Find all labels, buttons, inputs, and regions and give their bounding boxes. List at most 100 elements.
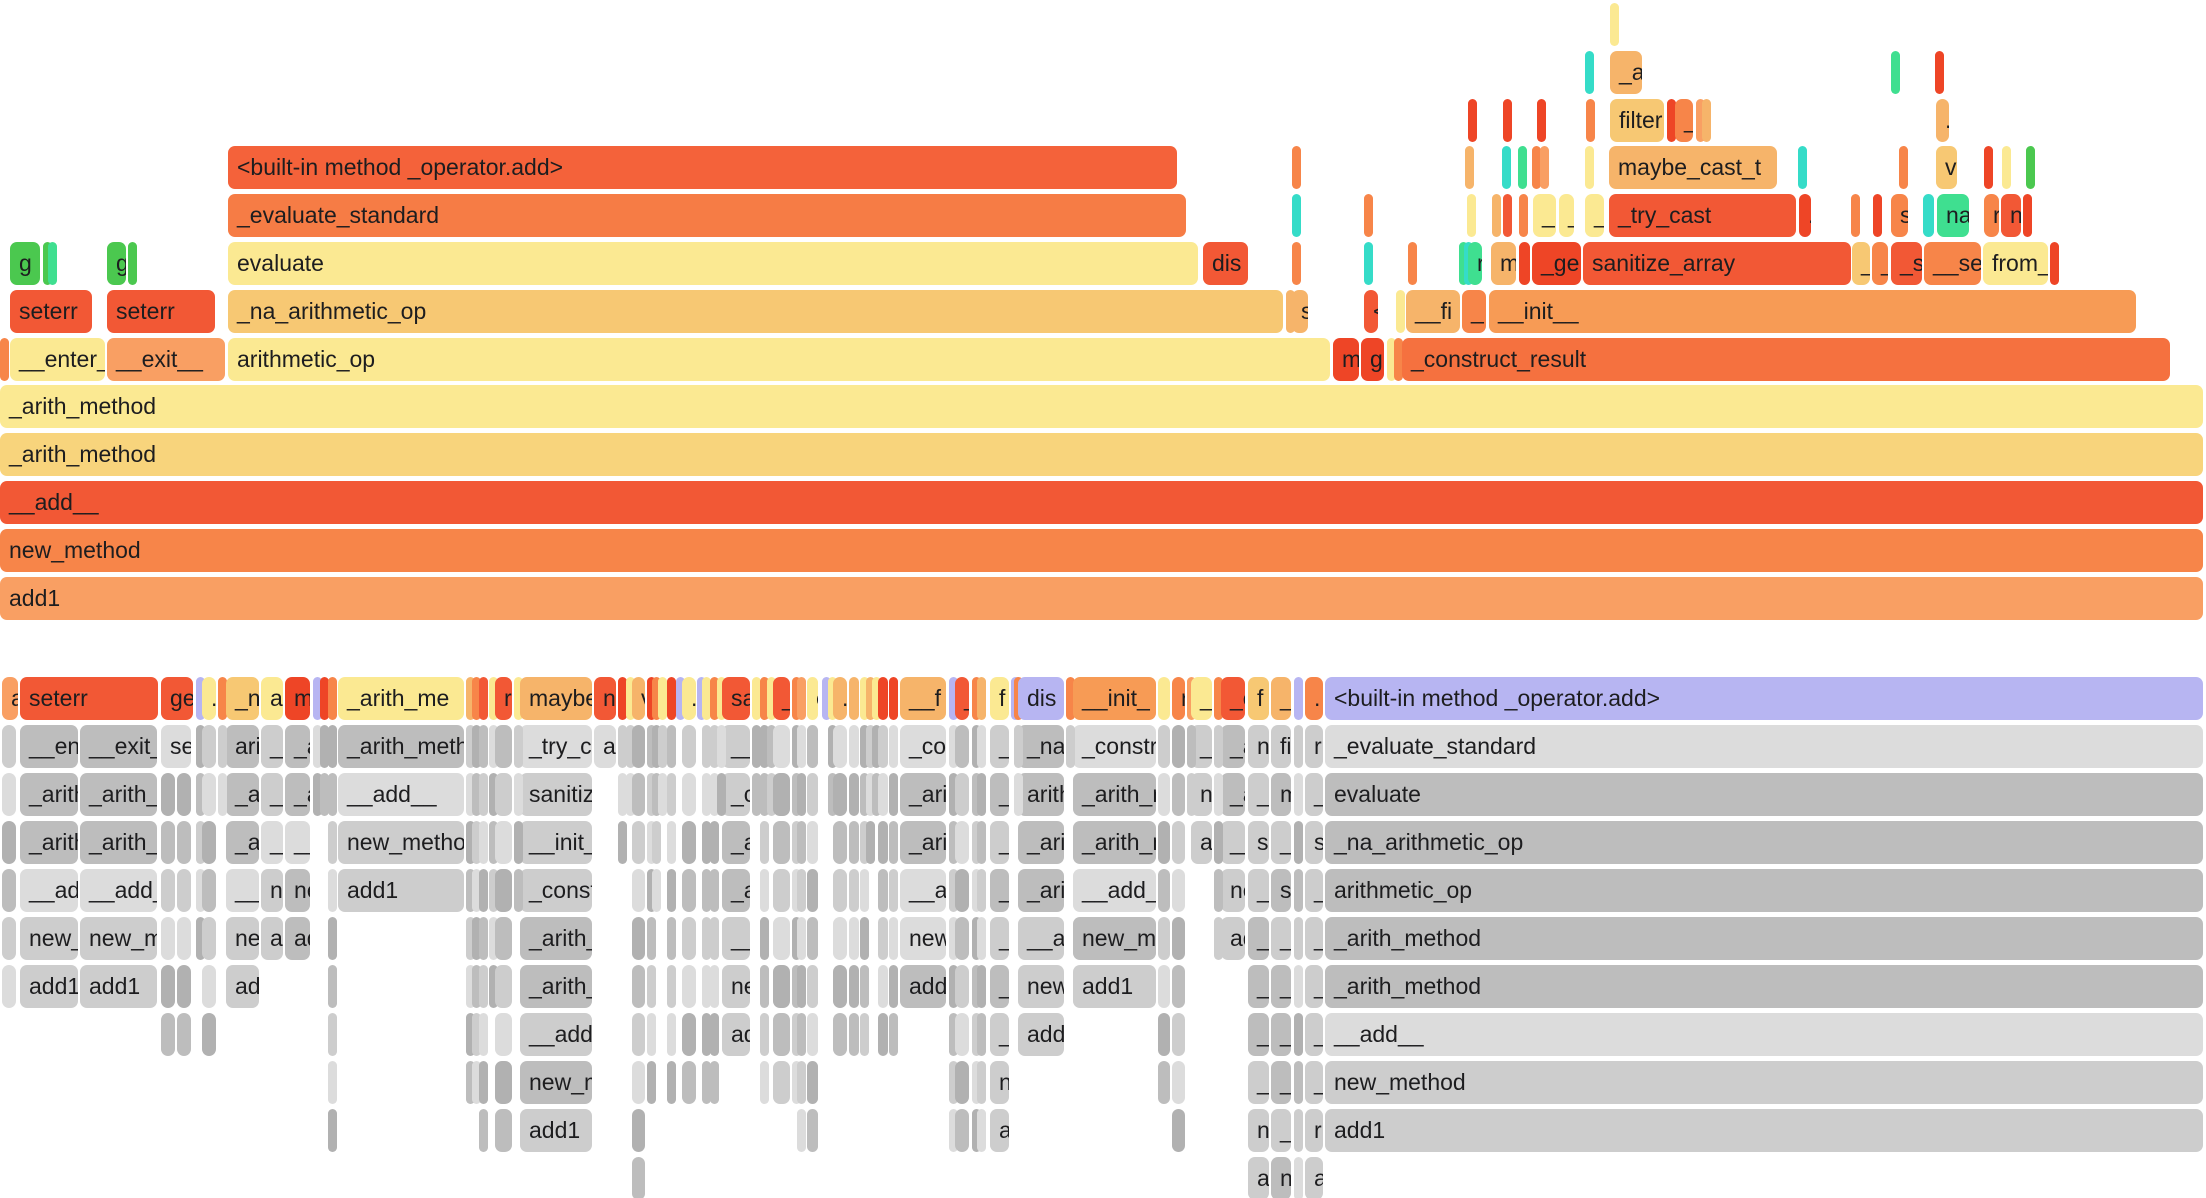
frame-sliver[interactable] bbox=[1586, 98, 1595, 142]
caller-frame-sliver[interactable] bbox=[466, 1061, 475, 1104]
leaf-frame-[interactable]: . bbox=[833, 677, 847, 720]
selected-frame[interactable]: dis bbox=[1018, 677, 1064, 720]
caller-frame[interactable]: new_method bbox=[1073, 917, 1156, 960]
caller-frame[interactable]: _ bbox=[990, 917, 1009, 960]
caller-frame-sliver[interactable] bbox=[955, 1061, 969, 1104]
frame-sliver[interactable] bbox=[1899, 146, 1908, 190]
leaf-frame-[interactable]: . bbox=[682, 677, 696, 720]
caller-frame[interactable]: _ bbox=[1248, 869, 1269, 912]
caller-frame-sliver[interactable] bbox=[495, 1109, 512, 1152]
caller-frame-sliver[interactable] bbox=[977, 917, 986, 960]
leaf-frame-f[interactable]: f bbox=[990, 677, 1009, 720]
caller-frame[interactable]: add1 bbox=[900, 965, 946, 1008]
caller-frame[interactable]: _arith_method bbox=[338, 725, 464, 768]
frame-sliver[interactable] bbox=[1408, 242, 1417, 285]
leaf-frame-a[interactable]: a bbox=[261, 677, 283, 720]
caller-frame[interactable]: _arith_method bbox=[1018, 869, 1064, 912]
caller-frame-sliver[interactable] bbox=[466, 821, 475, 864]
caller-frame-sliver[interactable] bbox=[466, 917, 475, 960]
caller-frame-sliver[interactable] bbox=[652, 821, 661, 864]
caller-frame-sliver[interactable] bbox=[472, 917, 481, 960]
caller-frame-sliver[interactable] bbox=[313, 725, 322, 768]
caller-frame-sliver[interactable] bbox=[710, 1061, 719, 1104]
caller-frame-sliver[interactable] bbox=[202, 869, 216, 912]
caller-frame-sliver[interactable] bbox=[514, 725, 523, 768]
caller-frame-sliver[interactable] bbox=[2, 965, 16, 1008]
caller-frame-sliver[interactable] bbox=[489, 917, 498, 960]
caller-frame-sliver[interactable] bbox=[760, 773, 769, 816]
frame-_try_cast[interactable]: _try_cast bbox=[1609, 194, 1796, 238]
caller-frame-sliver[interactable] bbox=[177, 1013, 191, 1056]
caller-frame[interactable]: _ bbox=[1305, 869, 1323, 912]
caller-frame-sliver[interactable] bbox=[177, 965, 191, 1008]
caller-frame-sliver[interactable] bbox=[495, 917, 512, 960]
caller-frame[interactable]: _try_cast bbox=[520, 725, 592, 768]
caller-frame-sliver[interactable] bbox=[479, 1061, 488, 1104]
caller-frame[interactable]: a bbox=[990, 1109, 1009, 1152]
caller-frame-sliver[interactable] bbox=[860, 917, 869, 960]
leaf-frame-_[interactable]: _ bbox=[1271, 677, 1291, 720]
caller-frame-sliver[interactable] bbox=[1014, 725, 1023, 768]
caller-frame-sliver[interactable] bbox=[647, 773, 656, 816]
caller-frame-sliver[interactable] bbox=[949, 1061, 958, 1104]
caller-frame-sliver[interactable] bbox=[792, 869, 801, 912]
caller-frame[interactable]: _construct_result bbox=[900, 725, 946, 768]
caller-frame-sliver[interactable] bbox=[889, 965, 898, 1008]
caller-frame-sliver[interactable] bbox=[710, 869, 719, 912]
caller-frame[interactable]: m bbox=[1271, 773, 1291, 816]
caller-frame-sliver[interactable] bbox=[479, 1013, 488, 1056]
caller-frame-sliver[interactable] bbox=[328, 1013, 337, 1056]
leaf-frame-sliver[interactable] bbox=[710, 677, 719, 720]
caller-frame-sliver[interactable] bbox=[702, 965, 711, 1008]
caller-frame[interactable]: _ bbox=[990, 725, 1009, 768]
leaf-frame-m[interactable]: m bbox=[285, 677, 310, 720]
caller-frame-sliver[interactable] bbox=[647, 1061, 656, 1104]
caller-frame-sliver[interactable] bbox=[760, 821, 769, 864]
caller-frame-sliver[interactable] bbox=[807, 917, 818, 960]
caller-frame-sliver[interactable] bbox=[632, 773, 645, 816]
caller-frame-sliver[interactable] bbox=[860, 821, 869, 864]
frame-sliver[interactable] bbox=[1394, 337, 1403, 381]
frame-sliver[interactable] bbox=[1502, 146, 1511, 190]
caller-frame-sliver[interactable] bbox=[495, 869, 512, 912]
caller-frame-sliver[interactable] bbox=[972, 1013, 981, 1056]
leaf-frame-sliver[interactable] bbox=[618, 677, 627, 720]
caller-frame-sliver[interactable] bbox=[1294, 1109, 1303, 1152]
caller-frame-sliver[interactable] bbox=[667, 1061, 676, 1104]
caller-frame-sliver[interactable] bbox=[202, 965, 216, 1008]
caller-frame-sliver[interactable] bbox=[328, 965, 337, 1008]
caller-frame[interactable]: arithmetic_op bbox=[1018, 773, 1064, 816]
caller-frame-sliver[interactable] bbox=[977, 869, 986, 912]
frame-sliver[interactable] bbox=[2002, 146, 2011, 190]
caller-frame[interactable]: __add__ bbox=[338, 773, 464, 816]
caller-frame[interactable]: _ bbox=[1305, 1013, 1323, 1056]
caller-frame-sliver[interactable] bbox=[702, 869, 711, 912]
caller-frame[interactable]: _arith_method bbox=[1073, 773, 1156, 816]
caller-frame[interactable]: _arith_method bbox=[722, 869, 750, 912]
frame-_a[interactable]: _a bbox=[1610, 50, 1642, 94]
frame-sanitize_array[interactable]: sanitize_array bbox=[1583, 242, 1851, 285]
caller-frame-sliver[interactable] bbox=[667, 965, 676, 1008]
caller-frame-sliver[interactable] bbox=[647, 965, 656, 1008]
leaf-frame-e[interactable]: e bbox=[807, 677, 818, 720]
caller-frame-sliver[interactable] bbox=[652, 869, 661, 912]
caller-frame[interactable]: _ bbox=[1248, 773, 1269, 816]
caller-frame-sliver[interactable] bbox=[833, 917, 847, 960]
caller-frame-sliver[interactable] bbox=[773, 1061, 790, 1104]
caller-frame-sliver[interactable] bbox=[626, 725, 635, 768]
caller-frame-sliver[interactable] bbox=[202, 773, 216, 816]
frame-_arith_method[interactable]: _arith_method bbox=[0, 385, 2203, 429]
frame-[interactable]: . bbox=[1936, 98, 1949, 142]
caller-frame-sliver[interactable] bbox=[972, 917, 981, 960]
caller-frame-sliver[interactable] bbox=[479, 725, 488, 768]
caller-frame[interactable]: __add__ bbox=[900, 869, 946, 912]
caller-frame[interactable]: seterr bbox=[161, 725, 191, 768]
caller-frame-sliver[interactable] bbox=[161, 965, 175, 1008]
frame-_arith_method[interactable]: _arith_method bbox=[0, 433, 2203, 477]
caller-frame-sliver[interactable] bbox=[489, 725, 498, 768]
caller-frame-sliver[interactable] bbox=[2, 917, 16, 960]
frame-sliver[interactable] bbox=[1873, 194, 1882, 238]
leaf-frame-v[interactable]: v bbox=[632, 677, 645, 720]
caller-frame-sliver[interactable] bbox=[667, 773, 676, 816]
caller-frame-sliver[interactable] bbox=[702, 917, 711, 960]
